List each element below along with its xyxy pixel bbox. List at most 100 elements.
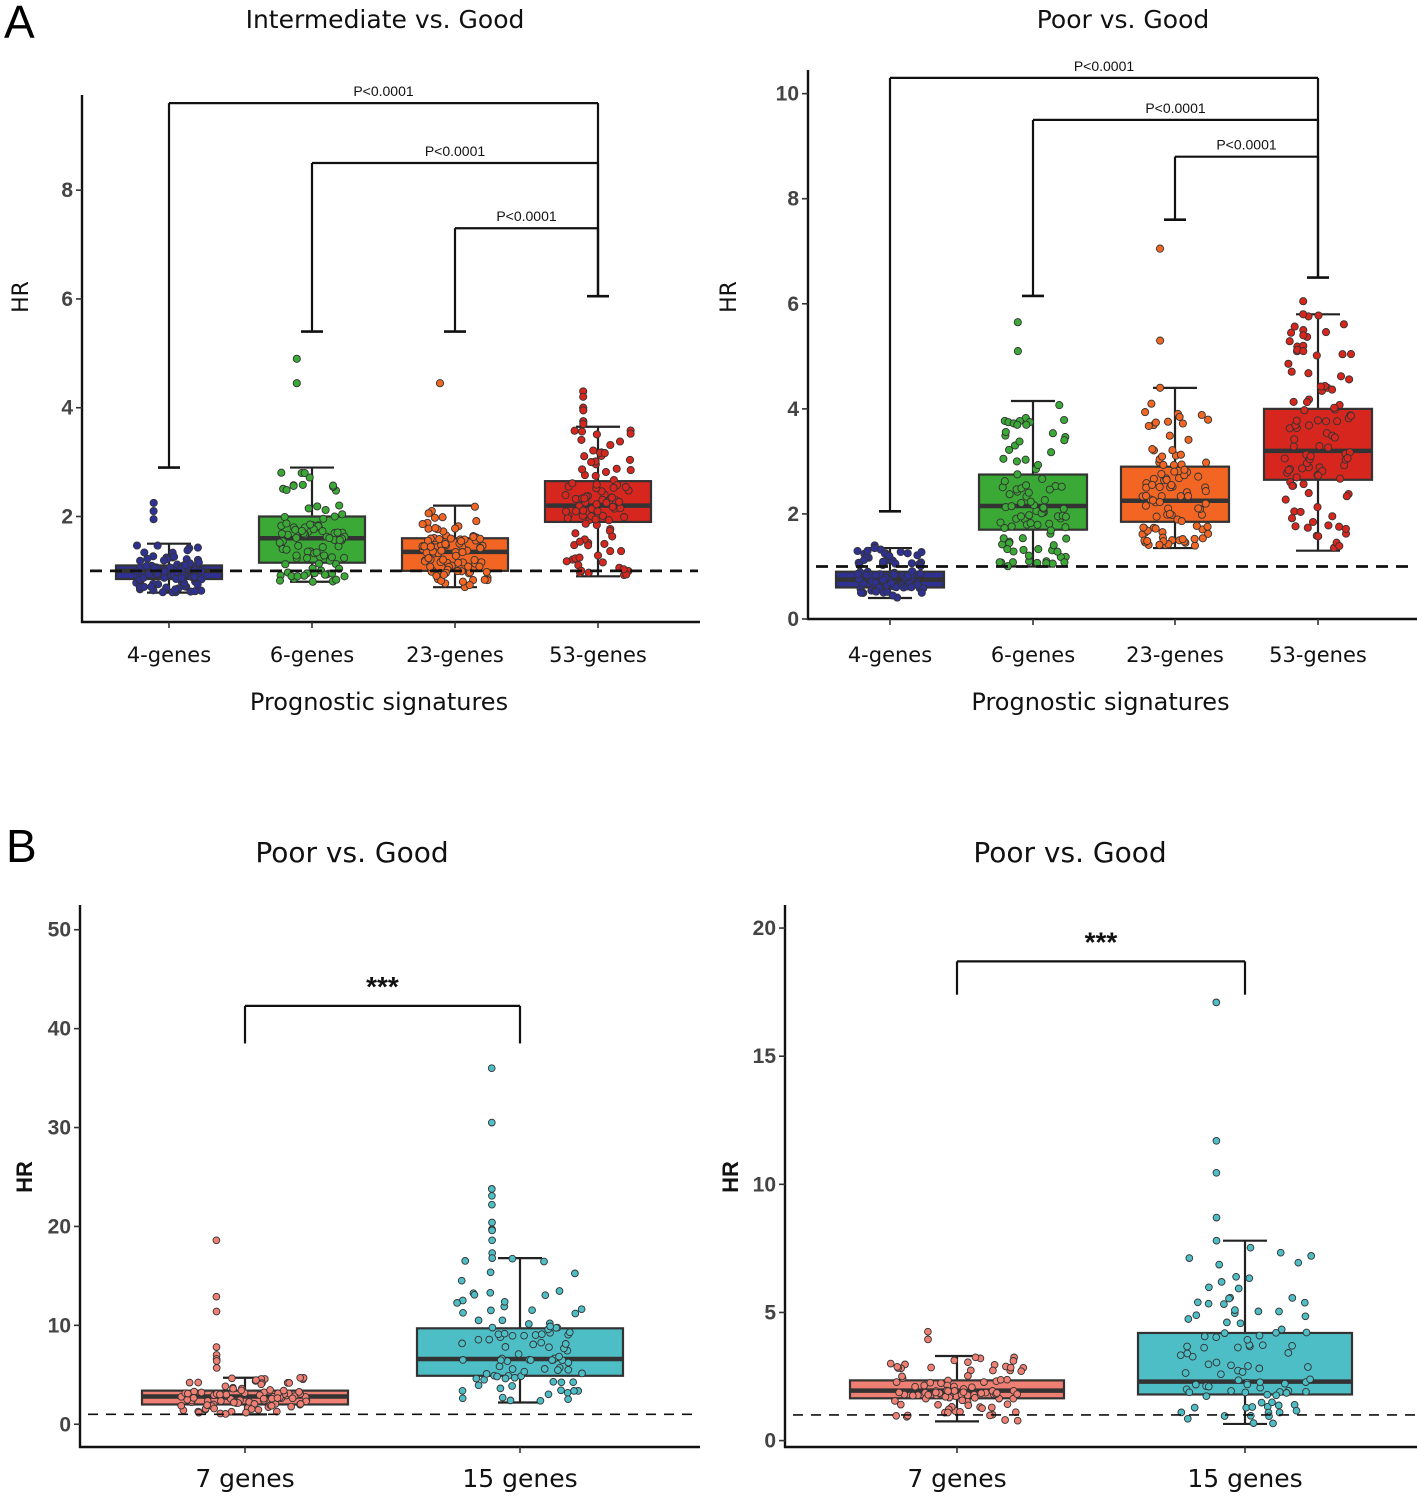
data-point (1330, 433, 1339, 442)
y-tick-label: 0 (764, 1430, 776, 1453)
box-group-4-genes (114, 498, 224, 597)
data-point (472, 1374, 481, 1383)
data-point (561, 507, 571, 516)
data-point (1265, 1412, 1273, 1421)
data-point (1328, 385, 1337, 394)
data-point (1185, 1254, 1194, 1262)
data-point (571, 1309, 580, 1318)
data-point (1256, 1378, 1264, 1387)
data-point (1223, 1318, 1231, 1327)
data-point (537, 1338, 546, 1347)
data-point (1341, 524, 1350, 533)
data-point (598, 558, 607, 567)
data-point (1220, 1412, 1229, 1420)
data-point (1152, 512, 1161, 521)
data-point (1001, 427, 1010, 437)
data-point (159, 556, 169, 565)
data-point (1040, 496, 1049, 505)
data-point (1006, 1363, 1015, 1372)
box-group-7-genes (140, 1236, 350, 1418)
data-point (1316, 382, 1325, 391)
data-point (1047, 448, 1056, 457)
data-point (564, 1395, 572, 1404)
data-point (995, 558, 1004, 567)
data-point (1003, 545, 1012, 554)
data-point (608, 502, 617, 511)
data-point (1155, 540, 1164, 549)
data-point (296, 1373, 305, 1382)
data-point (1287, 328, 1296, 337)
data-point (1198, 534, 1207, 543)
data-point (296, 1400, 305, 1408)
data-point (446, 534, 455, 543)
data-point (996, 518, 1005, 527)
outlier-point (488, 1191, 496, 1200)
data-point (615, 497, 624, 506)
data-point (1212, 1358, 1221, 1367)
data-point (142, 561, 151, 570)
data-point (183, 1395, 192, 1404)
data-point (500, 1329, 509, 1338)
data-point (1284, 1349, 1293, 1357)
data-point (1220, 1329, 1229, 1337)
data-point (1053, 547, 1062, 556)
data-point (1254, 1307, 1263, 1316)
data-point (1333, 417, 1342, 426)
data-point (1287, 514, 1297, 523)
data-point (1232, 1272, 1240, 1281)
data-point (608, 532, 617, 541)
data-point (1304, 369, 1313, 378)
data-point (1246, 1411, 1255, 1420)
data-point (570, 426, 579, 435)
data-point (1281, 1379, 1289, 1388)
significance-bracket: P<0.0001 (1022, 100, 1320, 298)
y-tick-label: 10 (776, 83, 799, 106)
significance-label: P<0.0001 (1145, 100, 1206, 116)
data-point (1026, 497, 1035, 506)
data-point (600, 449, 609, 458)
data-point (1194, 472, 1203, 481)
data-point (1165, 509, 1174, 518)
data-point (1339, 320, 1348, 329)
data-point (1183, 1414, 1192, 1423)
data-point (451, 551, 460, 560)
data-point (1324, 443, 1333, 452)
data-point (1274, 1401, 1283, 1410)
y-tick-label: 4 (787, 398, 799, 421)
data-point (297, 526, 306, 535)
y-tick-label: 2 (61, 505, 73, 528)
x-tick-label: 23-genes (1126, 643, 1224, 667)
data-point (1243, 1335, 1252, 1344)
data-point (1272, 1328, 1280, 1337)
data-point (1257, 1398, 1266, 1407)
outlier-point (292, 379, 301, 388)
data-point (1000, 523, 1009, 533)
data-point (1022, 420, 1031, 429)
data-point (432, 571, 441, 580)
data-point (1001, 1416, 1009, 1424)
data-point (537, 1330, 546, 1339)
data-point (1191, 1380, 1200, 1389)
data-point (907, 583, 916, 592)
box-group-53-genes (543, 387, 653, 580)
data-point (508, 1382, 516, 1390)
data-point (458, 1386, 467, 1395)
outlier-point (1212, 1213, 1221, 1222)
data-point (494, 1330, 503, 1339)
data-point (563, 1388, 572, 1397)
y-tick-label: 15 (753, 1045, 777, 1068)
x-tick-label: 7 genes (195, 1464, 294, 1493)
outlier-point (1299, 297, 1308, 306)
data-point (989, 1366, 997, 1375)
data-point (1012, 457, 1021, 466)
data-point (482, 567, 491, 577)
outlier-point (579, 392, 588, 401)
data-point (147, 582, 156, 591)
data-point (591, 515, 600, 524)
data-point (1143, 536, 1152, 546)
data-point (1236, 1319, 1245, 1328)
data-point (592, 480, 601, 489)
significance-bracket: P<0.0001 (1164, 137, 1320, 278)
data-point (1241, 1388, 1250, 1397)
data-point (476, 544, 485, 553)
